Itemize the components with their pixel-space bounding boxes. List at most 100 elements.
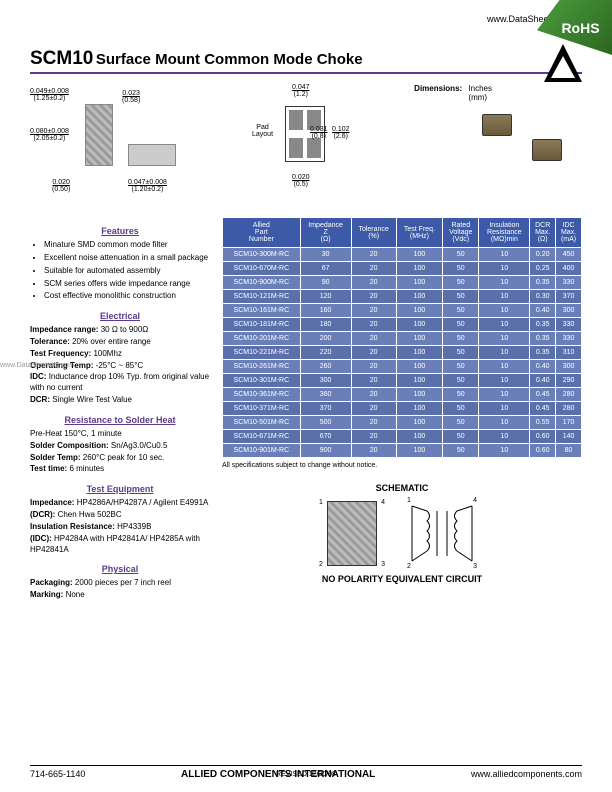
feature-item: Minature SMD common mode filter <box>44 240 210 251</box>
dim-d5: 0.047±0.008(1.20±0.2) <box>128 179 167 193</box>
table-cell: 100 <box>396 276 442 290</box>
table-cell: 20 <box>351 290 396 304</box>
no-polarity-caption: NO POLARITY EQUIVALENT CIRCUIT <box>222 574 582 584</box>
table-cell: 90 <box>300 276 351 290</box>
table-cell: 10 <box>479 416 530 430</box>
table-cell: 10 <box>479 276 530 290</box>
title-main: SCM10 <box>30 48 93 69</box>
table-cell: 50 <box>443 430 479 444</box>
physical-title: Physical <box>30 563 210 575</box>
table-cell: 280 <box>556 402 582 416</box>
table-cell: 670 <box>300 430 351 444</box>
table-row: SCM10-221M-RC2202010050100.35310 <box>223 346 582 360</box>
table-row: SCM10-901M-RC9002010050100.6080 <box>223 444 582 458</box>
rohs-badge: RoHS <box>537 0 612 55</box>
table-cell: SCM10-901M-RC <box>223 444 301 458</box>
dim-d8: 0.102(2.6) <box>332 126 350 140</box>
table-cell: 20 <box>351 444 396 458</box>
table-cell: 100 <box>396 444 442 458</box>
table-cell: 120 <box>300 290 351 304</box>
eq-ins: Insulation Resistance: HP4339B <box>30 522 210 533</box>
table-cell: 160 <box>300 304 351 318</box>
table-cell: 20 <box>351 262 396 276</box>
table-cell: 220 <box>300 346 351 360</box>
table-cell: 0.40 <box>530 374 556 388</box>
table-cell: 100 <box>396 374 442 388</box>
table-cell: 10 <box>479 444 530 458</box>
table-row: SCM10-301M-RC3002010050100.40290 <box>223 374 582 388</box>
table-cell: 50 <box>443 416 479 430</box>
table-cell: 100 <box>396 290 442 304</box>
table-cell: 0.40 <box>530 304 556 318</box>
table-cell: 10 <box>479 262 530 276</box>
dim-d2: 0.080±0.008(2.05±0.2) <box>30 128 69 142</box>
table-cell: 300 <box>556 360 582 374</box>
table-cell: SCM10-261M-RC <box>223 360 301 374</box>
marking: Marking: None <box>30 590 210 601</box>
table-cell: 20 <box>351 402 396 416</box>
table-cell: 140 <box>556 430 582 444</box>
table-cell: 180 <box>300 318 351 332</box>
table-cell: SCM10-161M-RC <box>223 304 301 318</box>
pad-label: Pad Layout <box>252 124 273 138</box>
table-cell: 290 <box>556 374 582 388</box>
table-body: SCM10-300M-RC302010050100.20450SCM10-670… <box>223 248 582 458</box>
test-time: Test time: 6 minutes <box>30 464 210 475</box>
eq-idc: (IDC): HP4284A with HP42841A/ HP4285A wi… <box>30 534 210 556</box>
table-cell: SCM10-121M-RC <box>223 290 301 304</box>
table-cell: 50 <box>443 332 479 346</box>
table-cell: 67 <box>300 262 351 276</box>
footer-revised: REVISED 12/30/08 <box>30 771 582 778</box>
schematic-area: SCHEMATIC 1 4 2 3 1 4 <box>222 483 582 584</box>
dimensions-heading: Dimensions: Inches (mm) <box>414 84 492 102</box>
table-cell: 50 <box>443 262 479 276</box>
table-cell: 0.45 <box>530 388 556 402</box>
table-cell: 10 <box>479 346 530 360</box>
table-cell: 330 <box>556 276 582 290</box>
dcr: DCR: Single Wire Test Value <box>30 395 210 406</box>
table-cell: 0.30 <box>530 290 556 304</box>
equipment-title: Test Equipment <box>30 483 210 495</box>
feature-item: SCM series offers wide impedance range <box>44 279 210 290</box>
table-cell: 50 <box>443 360 479 374</box>
table-cell: 370 <box>300 402 351 416</box>
table-cell: SCM10-301M-RC <box>223 374 301 388</box>
table-row: SCM10-501M-RC5002010050100.55170 <box>223 416 582 430</box>
table-cell: 450 <box>556 248 582 262</box>
table-cell: 900 <box>300 444 351 458</box>
table-cell: 0.60 <box>530 444 556 458</box>
dim-units: Inches (mm) <box>468 84 492 102</box>
table-cell: 10 <box>479 290 530 304</box>
table-cell: 20 <box>351 276 396 290</box>
table-cell: 330 <box>556 332 582 346</box>
component-render-1 <box>482 114 512 136</box>
table-cell: 50 <box>443 444 479 458</box>
table-cell: 50 <box>443 388 479 402</box>
table-cell: SCM10-201M-RC <box>223 332 301 346</box>
dim-d1: 0.049±0.008(1.25±0.2) <box>30 88 69 102</box>
specs-table: Allied Part NumberImpedance Z (Ω)Toleran… <box>222 217 582 458</box>
table-cell: SCM10-221M-RC <box>223 346 301 360</box>
table-cell: 50 <box>443 318 479 332</box>
features-title: Features <box>30 225 210 237</box>
table-cell: 30 <box>300 248 351 262</box>
table-cell: 20 <box>351 304 396 318</box>
features-list: Minature SMD common mode filterExcellent… <box>44 240 210 302</box>
table-cell: 0.35 <box>530 332 556 346</box>
eq-imp: Impedance: HP4286A/HP4287A / Agilent E49… <box>30 498 210 509</box>
table-cell: 100 <box>396 430 442 444</box>
table-cell: 0.20 <box>530 248 556 262</box>
tolerance: Tolerance: 20% over entire range <box>30 337 210 348</box>
test-freq: Test Frequency: 100Mhz <box>30 349 210 360</box>
table-row: SCM10-300M-RC302010050100.20450 <box>223 248 582 262</box>
table-cell: 100 <box>396 248 442 262</box>
table-cell: 100 <box>396 388 442 402</box>
table-row: SCM10-671M-RC6702010050100.60140 <box>223 430 582 444</box>
table-cell: 360 <box>300 388 351 402</box>
table-cell: 20 <box>351 430 396 444</box>
table-cell: 20 <box>351 360 396 374</box>
table-cell: 280 <box>556 388 582 402</box>
electrical-title: Electrical <box>30 310 210 322</box>
table-cell: 50 <box>443 346 479 360</box>
table-cell: 10 <box>479 402 530 416</box>
